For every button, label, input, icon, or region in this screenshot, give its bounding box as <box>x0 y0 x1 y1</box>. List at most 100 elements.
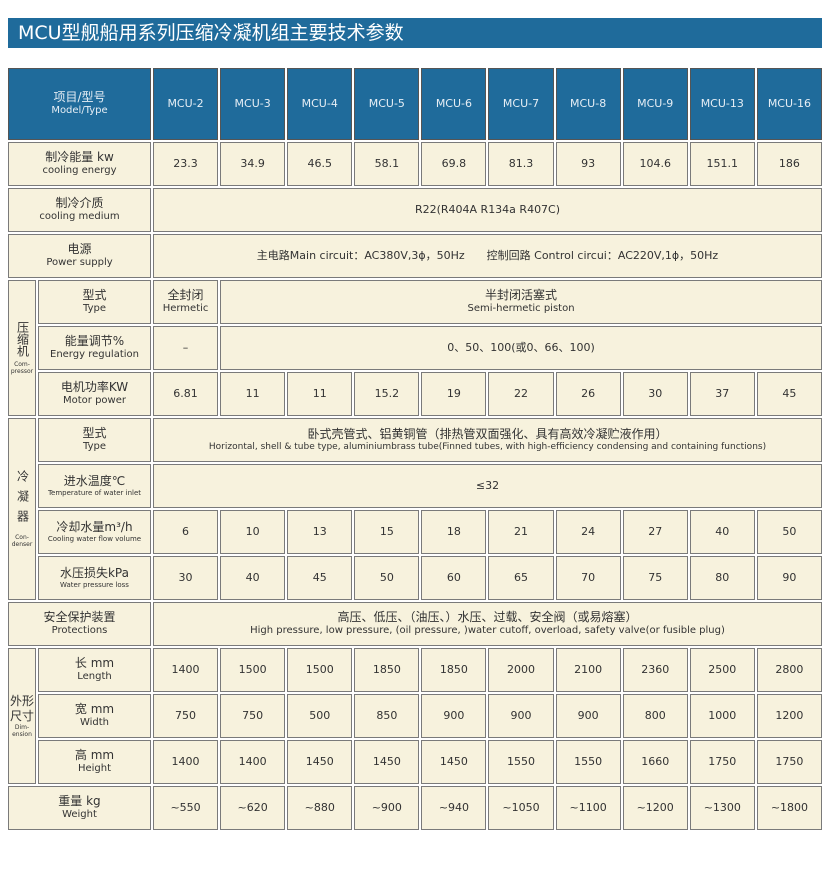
value-cell: 104.6 <box>622 142 688 186</box>
value-cell: 21 <box>488 510 554 554</box>
value-cell: ~620 <box>220 786 286 830</box>
value-cell: 2500 <box>689 648 755 692</box>
value-cell: 23.3 <box>153 142 219 186</box>
value-cell: 15.2 <box>354 372 420 416</box>
value-cell: 1000 <box>689 694 755 738</box>
medium-value: R22(R404A R134a R407C) <box>153 188 822 232</box>
weight-row: 重量 kg Weight ~550 ~620 ~880 ~900 ~940 ~1050 ~11… <box>8 786 822 830</box>
value-cell: 10 <box>220 510 286 554</box>
model-header: MCU-9 <box>622 68 688 140</box>
value-cell: ~550 <box>153 786 219 830</box>
value-cell: 11 <box>287 372 353 416</box>
value-cell: 186 <box>756 142 822 186</box>
value-cell: 2100 <box>555 648 621 692</box>
model-header: MCU-7 <box>488 68 554 140</box>
model-header: MCU-5 <box>354 68 420 140</box>
height-row: 高 mm Height 1400 1400 1450 1450 1450 1550 1550 1… <box>8 740 822 784</box>
value-cell: 900 <box>421 694 487 738</box>
value-cell: 1450 <box>287 740 353 784</box>
value-cell: ~900 <box>354 786 420 830</box>
cooling-energy-row: 制冷能量 kw cooling energy 23.3 34.9 46.5 58.1 69… <box>8 142 822 186</box>
model-type-header: 项目/型号 Model/Type <box>8 68 151 140</box>
medium-row: 制冷介质 cooling medium R22(R404A R134a R407C… <box>8 188 822 232</box>
energy-regulation-row: 能量调节% Energy regulation – 0、50、100(或0、66、… <box>8 326 822 370</box>
value-cell: 65 <box>488 556 554 600</box>
value-cell: ~1100 <box>555 786 621 830</box>
row-label: 高 mm Height <box>38 740 151 784</box>
model-header: MCU-3 <box>220 68 286 140</box>
value-cell: 1500 <box>220 648 286 692</box>
row-label: 型式 Type <box>38 280 151 324</box>
value-cell: ~1300 <box>689 786 755 830</box>
value-cell: ~1200 <box>622 786 688 830</box>
compressor-type-row: 压缩机 Com-pressor 型式 Type 全封闭 Hermetic 半封闭活塞式… <box>8 280 822 416</box>
value-cell: 1750 <box>756 740 822 784</box>
model-header: MCU-2 <box>153 68 219 140</box>
value-cell: 58.1 <box>354 142 420 186</box>
value-cell: 50 <box>354 556 420 600</box>
motor-power-row: 电机功率KW Motor power 6.81 11 11 15.2 19 22 26 30 37… <box>8 372 822 416</box>
row-label: 水压损失kPa Water pressure loss <box>38 556 151 600</box>
row-label: 宽 mm Width <box>38 694 151 738</box>
value-cell: ~1050 <box>488 786 554 830</box>
length-row: 外形尺寸 Dim-ension 长 mm Length 1400 1500 1500 18… <box>8 648 822 784</box>
value-cell: 22 <box>488 372 554 416</box>
value-cell: 19 <box>421 372 487 416</box>
model-header: MCU-13 <box>689 68 755 140</box>
value-cell: 30 <box>622 372 688 416</box>
value-cell: 13 <box>287 510 353 554</box>
value-cell: 45 <box>287 556 353 600</box>
value-cell: ~940 <box>421 786 487 830</box>
value-cell: 24 <box>555 510 621 554</box>
value-cell: 1450 <box>421 740 487 784</box>
value-cell: 18 <box>421 510 487 554</box>
value-cell: ~880 <box>287 786 353 830</box>
row-label: 长 mm Length <box>38 648 151 692</box>
value-cell: 30 <box>153 556 219 600</box>
value-cell: 1850 <box>421 648 487 692</box>
row-label: 型式 Type <box>38 418 151 462</box>
value-cell: 75 <box>622 556 688 600</box>
value-cell: 90 <box>756 556 822 600</box>
water-temp-row: 进水温度℃ Temperature of water inlet ≤32 <box>8 464 822 508</box>
value-cell: 37 <box>689 372 755 416</box>
title-cn: MCU型舰船用系列压缩冷凝机组主要技术参数 <box>18 22 404 44</box>
row-label: 电源 Power supply <box>8 234 151 278</box>
value-cell: 1500 <box>287 648 353 692</box>
parameter-table: 项目/型号 Model/Type MCU-2 MCU-3 MCU-4 MCU-5 MCU-… <box>6 66 824 832</box>
value-cell: 80 <box>689 556 755 600</box>
value-cell: 750 <box>153 694 219 738</box>
value-cell: 6 <box>153 510 219 554</box>
value-cell: 1400 <box>153 740 219 784</box>
row-label: 进水温度℃ Temperature of water inlet <box>38 464 151 508</box>
model-header: MCU-4 <box>287 68 353 140</box>
value-cell: 50 <box>756 510 822 554</box>
value-cell: 1850 <box>354 648 420 692</box>
value-cell: 1550 <box>555 740 621 784</box>
row-label: 制冷能量 kw cooling energy <box>8 142 151 186</box>
value-cell: 93 <box>555 142 621 186</box>
energy-rest: 0、50、100(或0、66、100) <box>220 326 822 370</box>
value-cell: 2000 <box>488 648 554 692</box>
value-cell: 81.3 <box>488 142 554 186</box>
value-cell: 11 <box>220 372 286 416</box>
value-cell: 1400 <box>220 740 286 784</box>
value-cell: 850 <box>354 694 420 738</box>
value-cell: 800 <box>622 694 688 738</box>
value-cell: 60 <box>421 556 487 600</box>
condenser-group-label: 冷凝器 Con-denser <box>8 418 36 600</box>
row-label: 安全保护装置 Protections <box>8 602 151 646</box>
water-temp-value: ≤32 <box>153 464 822 508</box>
water-flow-row: 冷却水量m³/h Cooling water flow volume 6 10 13 1… <box>8 510 822 554</box>
value-cell: 46.5 <box>287 142 353 186</box>
condenser-type-value: 卧式壳管式、铝黄铜管（排热管双面强化、具有高效冷凝贮液作用） Horizontal… <box>153 418 822 462</box>
condenser-type-row: 冷凝器 Con-denser 型式 Type 卧式壳管式、铝黄铜管（排热管双面强化、… <box>8 418 822 600</box>
value-cell: 6.81 <box>153 372 219 416</box>
value-cell: 27 <box>622 510 688 554</box>
model-header: MCU-6 <box>421 68 487 140</box>
compressor-group-label: 压缩机 Com-pressor <box>8 280 36 416</box>
row-label: 能量调节% Energy regulation <box>38 326 151 370</box>
value-cell: 1660 <box>622 740 688 784</box>
header-row: 项目/型号 Model/Type MCU-2 MCU-3 MCU-4 MCU-5 MCU-… <box>8 68 822 140</box>
value-cell: 2360 <box>622 648 688 692</box>
